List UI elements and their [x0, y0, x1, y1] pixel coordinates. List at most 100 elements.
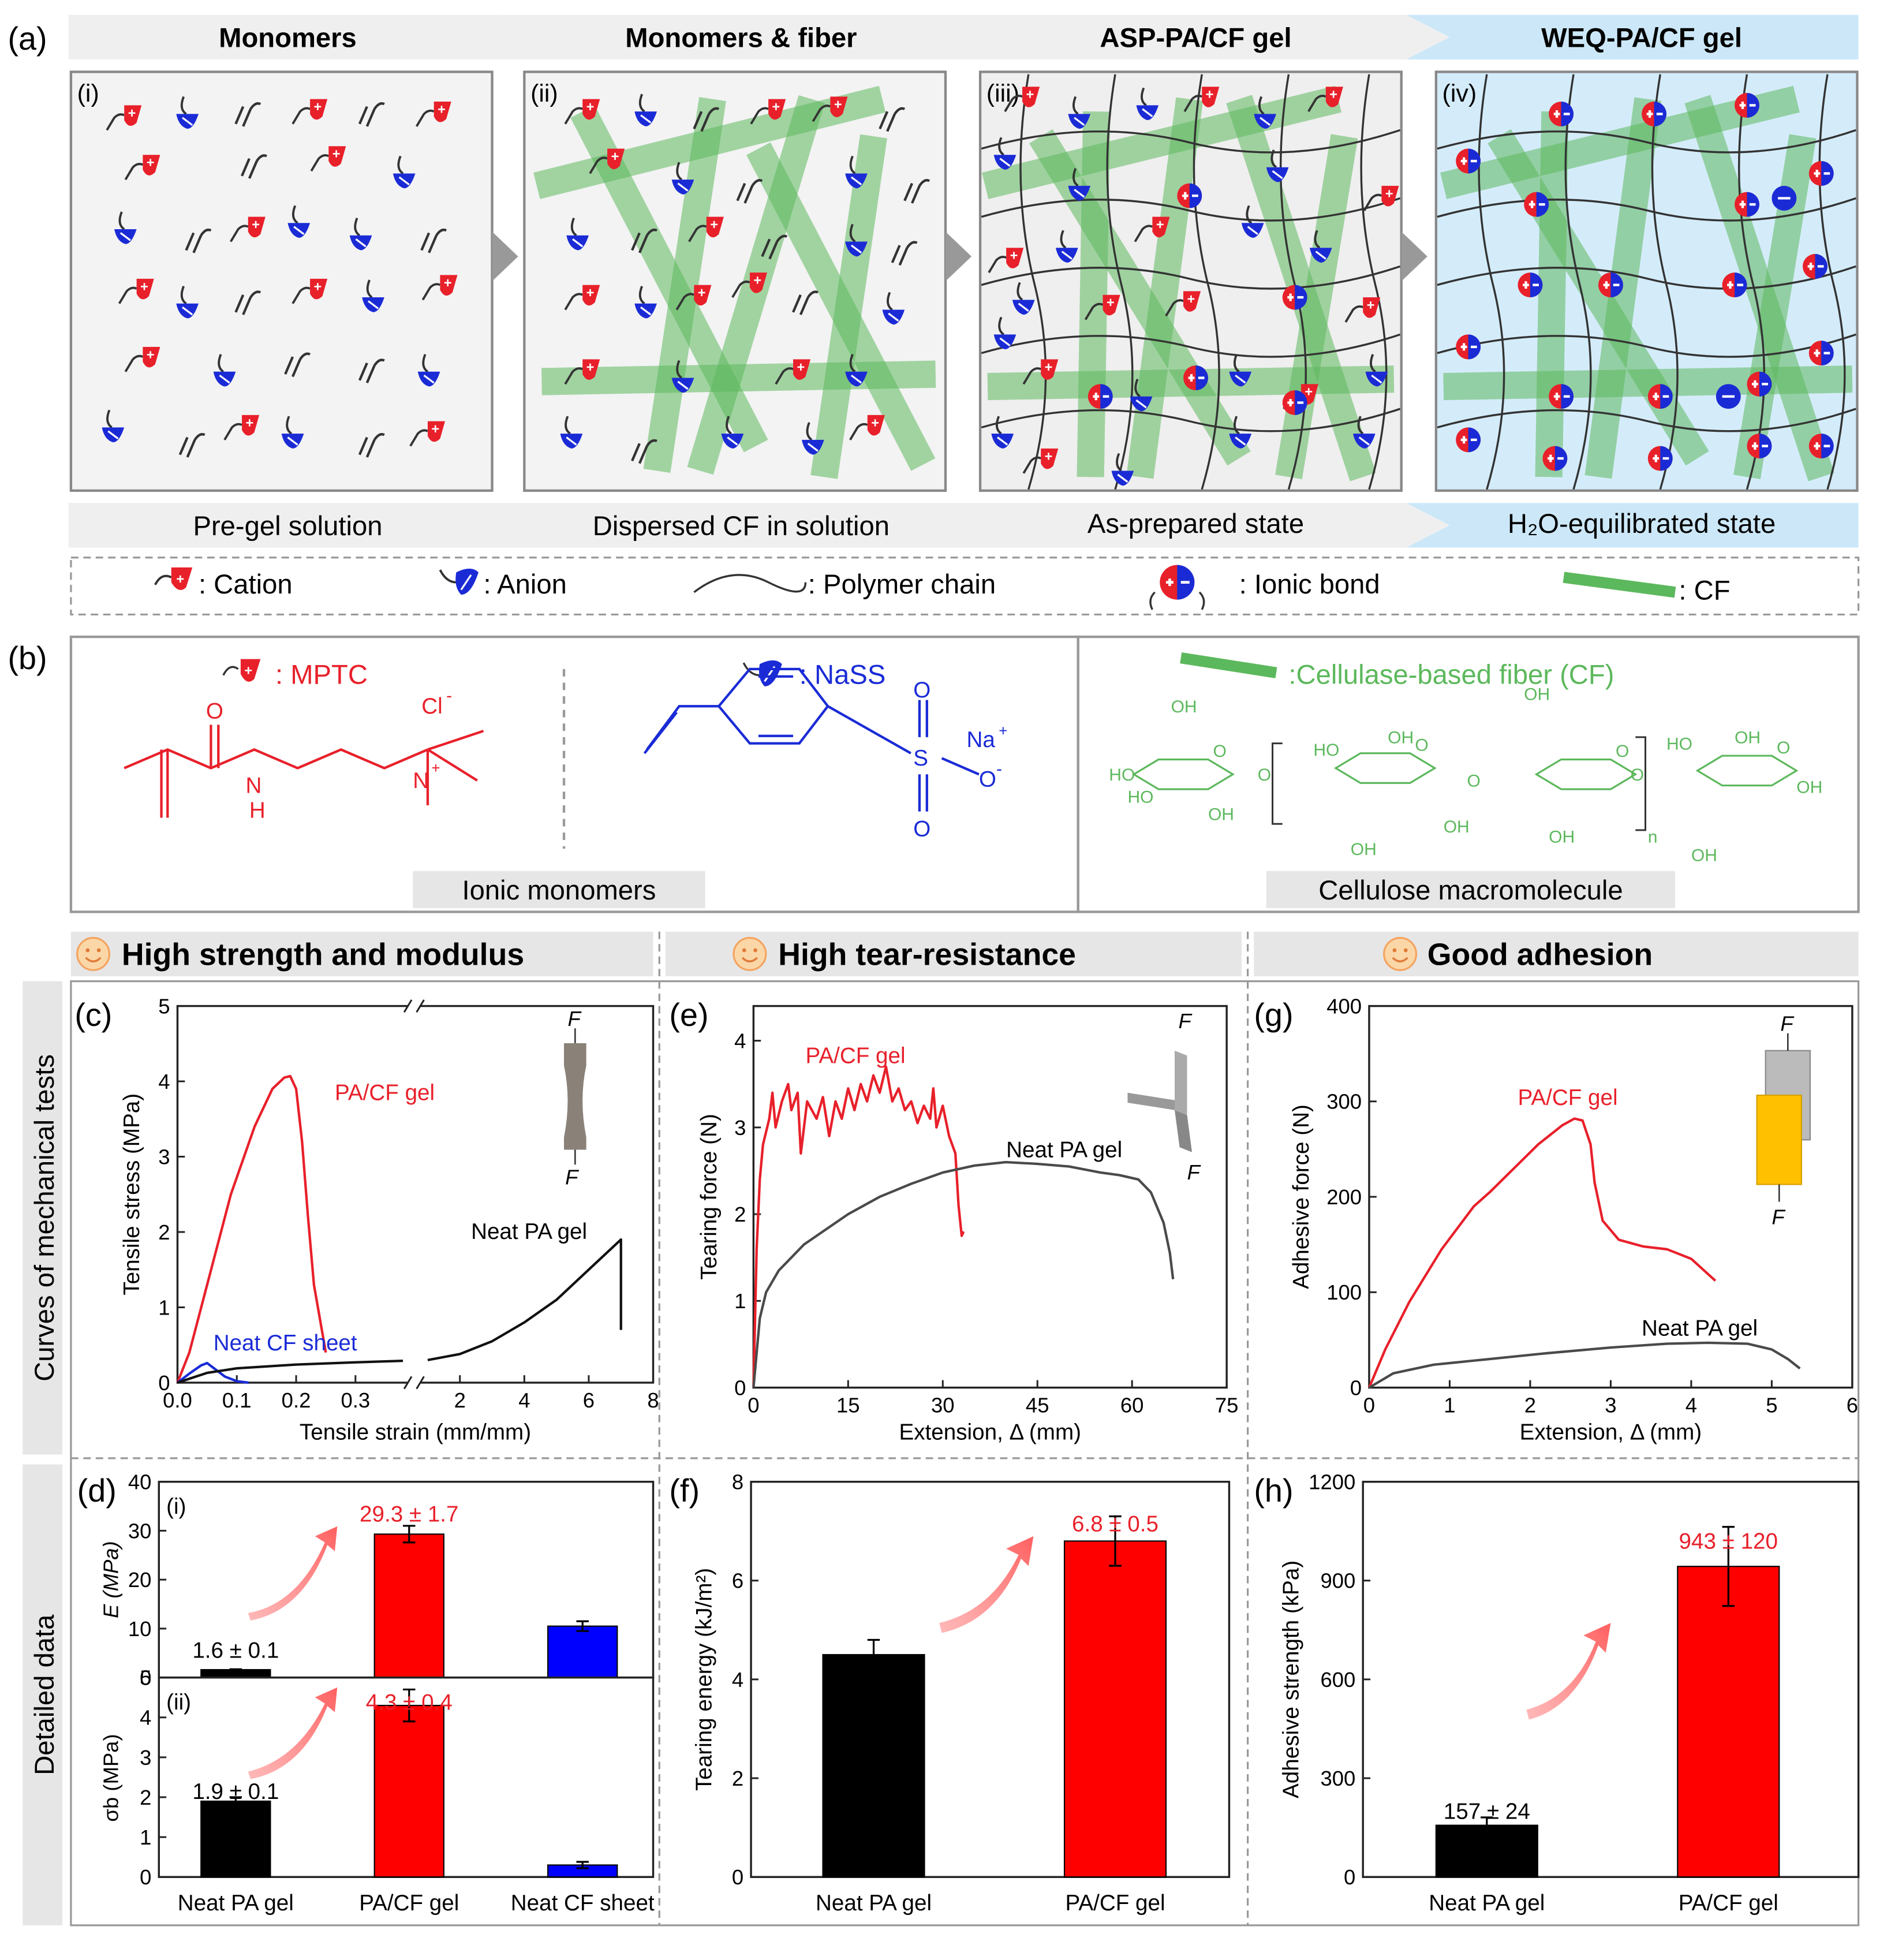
- x-tick-label: 15: [836, 1393, 860, 1417]
- x-tick-label: 75: [1215, 1393, 1239, 1417]
- lap-shear-icon: [1756, 1033, 1811, 1202]
- category-label: Neat PA gel: [816, 1891, 932, 1916]
- panel-letter-d: (d): [77, 1472, 117, 1509]
- force-label-top: F: [567, 1007, 581, 1031]
- anion-icon: [1365, 354, 1388, 387]
- cation-icon: +: [812, 96, 848, 122]
- legend-box: [70, 557, 1860, 616]
- y-tick-label: 6: [732, 1569, 743, 1593]
- error-bar: [1481, 1816, 1493, 1834]
- error-bar: [229, 1796, 242, 1806]
- section-header-adhesion: [1254, 931, 1859, 977]
- cation-icon: +: [415, 101, 451, 127]
- panel-grid: [70, 931, 1860, 1927]
- atom-label: OH: [1171, 697, 1197, 716]
- arrow-triangle-2: [945, 232, 972, 282]
- stage-banners: [68, 14, 1859, 60]
- y-tick-label: 4: [140, 1706, 151, 1730]
- nass-structure: [643, 667, 980, 812]
- anion-icon: [993, 316, 1016, 350]
- side-tag-curves: [23, 981, 62, 1455]
- side-tag-detailed: [23, 1464, 62, 1925]
- legend-ionic-bond-icon: [1149, 565, 1205, 610]
- ionic-bond-icon: [1747, 434, 1772, 459]
- ionic-monomers-tag: [413, 871, 705, 909]
- cation-icon: +: [1363, 185, 1399, 211]
- x-tick-label: 4: [1686, 1393, 1697, 1417]
- error-bar: [403, 1525, 416, 1544]
- series-label-neat-pa: Neat PA gel: [1642, 1316, 1758, 1341]
- y-axis-title: Adhesive strength (kPa): [1279, 1560, 1304, 1798]
- glucose-ring: O: [1333, 736, 1437, 784]
- force-label-bottom: F: [1187, 1160, 1201, 1184]
- y-tick-label: 3: [158, 1145, 170, 1168]
- x-tick-label: 6: [1847, 1393, 1858, 1417]
- cation-icon: +: [106, 105, 142, 131]
- category-label: Neat PA gel: [178, 1891, 294, 1916]
- chart-bars-d: 0 10 20 30 40 1.6 ± 0.1 29.3 ± 1.7 E (MPa) (i) 0 1…: [99, 1470, 654, 1916]
- mptc-h: H: [249, 798, 266, 823]
- anion-icon: [671, 360, 694, 393]
- section-header-strength: [70, 931, 653, 977]
- axis-break-marks: [403, 999, 425, 1390]
- y-tick-label: 3: [734, 1116, 746, 1140]
- legend-icons: ++: [154, 565, 1205, 686]
- panel-letter-a: (a): [8, 20, 47, 57]
- atom-label: OH: [1796, 778, 1822, 797]
- x-tick-label: 6: [583, 1388, 595, 1412]
- anion-icon: [1111, 453, 1134, 486]
- vinyl-monomer-icon: [891, 241, 918, 266]
- arrow-triangle-3: [1401, 232, 1427, 282]
- ionic-bond-icon: [1598, 272, 1623, 298]
- error-bar: [403, 1688, 416, 1723]
- series-line-pa-cf: [176, 1074, 327, 1383]
- y-tick-label: 0: [732, 1865, 743, 1889]
- anion-icon: [1241, 205, 1264, 238]
- anion-icon: [845, 223, 868, 257]
- cf-label-bar: [1180, 652, 1277, 678]
- bar: [200, 1800, 271, 1878]
- svg-text:+: +: [147, 156, 155, 171]
- nass-na: Na: [966, 727, 995, 752]
- mptc-n-plus-sign: +: [431, 760, 440, 776]
- y-tick-label: 5: [158, 994, 170, 1018]
- anion-icon: [566, 217, 589, 251]
- bar-value-label: 6.8 ± 0.5: [1072, 1511, 1158, 1536]
- vinyl-monomer-icon: [736, 179, 763, 204]
- ionic-bond-icon: [1647, 384, 1673, 409]
- svg-text:+: +: [1010, 249, 1018, 264]
- anion-icon: [1229, 354, 1252, 387]
- svg-text:+: +: [710, 218, 718, 233]
- anion-icon: [993, 137, 1016, 170]
- cation-icon: +: [310, 146, 346, 172]
- vinyl-monomer-icon: [792, 290, 819, 315]
- category-label: PA/CF gel: [1065, 1891, 1165, 1916]
- svg-text:+: +: [772, 100, 780, 115]
- cation-icon: +: [849, 415, 885, 440]
- legend-cf-bar: [1563, 572, 1676, 598]
- state-h2o: H₂O-equilibrated state: [1508, 509, 1776, 539]
- mptc-n-plus: N: [413, 768, 429, 793]
- cation-icon: +: [988, 248, 1024, 274]
- chart-tensile: 0 1 2 3 4 5 0.0 0.1 0.2 0.3 2 4 6 8 PA/CF gel Neat CF s…: [119, 994, 659, 1444]
- category-label: Neat CF sheet: [511, 1891, 655, 1916]
- x-tick-label: 2: [1524, 1393, 1536, 1417]
- bar: [373, 1705, 444, 1878]
- panel-letter-e: (e): [669, 996, 708, 1033]
- cation-icon: +: [1165, 291, 1201, 317]
- y-tick-label: 4: [732, 1668, 743, 1692]
- cellulose-tag: [1266, 871, 1676, 909]
- error-bar: [576, 1861, 589, 1869]
- atom-label: OH: [1388, 729, 1414, 748]
- cation-icon: +: [775, 359, 811, 385]
- panel-letter-b: (b): [8, 640, 47, 676]
- chart-bars-f: 0 2 4 6 8 4.5 ± 0.3 Neat PA gel 6.8 ± 0.5 PA/CF …: [692, 1470, 1231, 1916]
- ionic-bond-icon: [1518, 272, 1543, 298]
- vinyl-monomer-icon: [761, 234, 788, 260]
- y-tick-label: 0: [158, 1371, 170, 1395]
- mptc-o: O: [206, 699, 223, 724]
- anion-icon: [634, 94, 657, 126]
- atom-label: OH: [1524, 685, 1550, 704]
- cation-icon: +: [230, 216, 266, 242]
- y-tick-label: 300: [1320, 1767, 1355, 1790]
